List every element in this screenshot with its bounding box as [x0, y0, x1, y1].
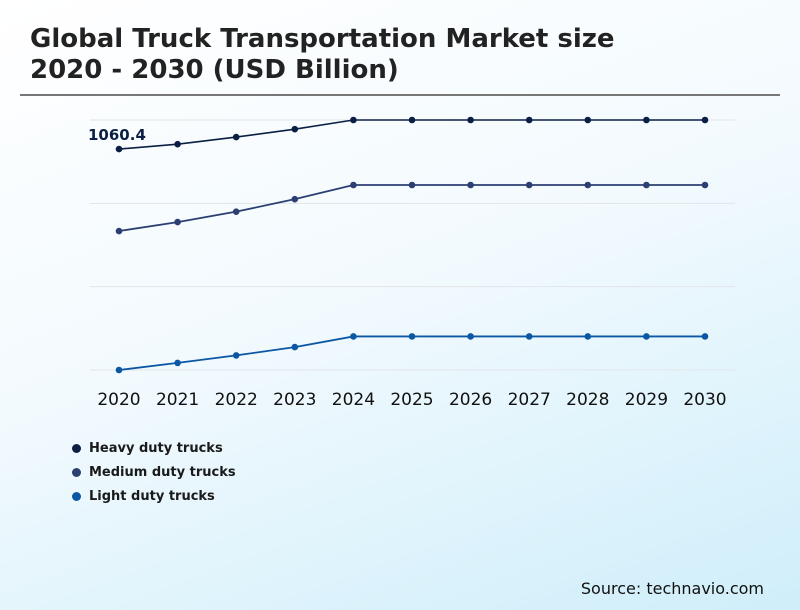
data-point	[584, 116, 592, 124]
data-point	[408, 181, 416, 189]
data-point	[701, 181, 709, 189]
data-point	[291, 343, 299, 351]
data-point	[408, 116, 416, 124]
x-tick-label: 2024	[332, 390, 375, 410]
legend-label: Medium duty trucks	[89, 464, 236, 480]
legend-label: Heavy duty trucks	[89, 440, 223, 456]
chart-title: Global Truck Transportation Market size 2…	[30, 24, 615, 86]
source-label: Source: technavio.com	[580, 579, 764, 598]
data-point	[115, 366, 123, 374]
data-point	[232, 133, 240, 141]
data-point	[584, 181, 592, 189]
data-point	[291, 195, 299, 203]
data-point	[701, 116, 709, 124]
data-point	[232, 208, 240, 215]
data-point	[525, 181, 533, 189]
series-line	[118, 335, 705, 371]
data-point	[291, 125, 299, 133]
title-line-2: 2020 - 2030 (USD Billion)	[30, 55, 399, 85]
x-tick-label: 2026	[449, 390, 492, 410]
data-point	[115, 227, 123, 235]
x-tick-label: 2023	[273, 390, 316, 410]
series-line	[118, 184, 705, 232]
data-point	[174, 218, 181, 226]
data-point	[467, 333, 474, 340]
x-tick-label: 2029	[625, 390, 668, 410]
data-point	[584, 333, 592, 340]
x-tick-label: 2020	[97, 390, 140, 410]
legend-label: Light duty trucks	[89, 488, 215, 504]
legend: Heavy duty trucks Medium duty trucks Light…	[72, 436, 236, 508]
legend-marker-icon	[72, 467, 81, 477]
x-tick-label: 2025	[390, 390, 433, 410]
data-point	[350, 181, 357, 189]
x-tick-label: 2027	[508, 390, 551, 410]
legend-item: Medium duty trucks	[72, 460, 236, 484]
data-point	[525, 333, 533, 340]
data-point	[408, 333, 416, 340]
legend-item: Heavy duty trucks	[72, 436, 236, 460]
series-line	[118, 119, 705, 150]
data-point	[350, 333, 357, 340]
title-line-1: Global Truck Transportation Market size	[30, 24, 615, 54]
legend-marker-icon	[72, 491, 81, 501]
legend-item: Light duty trucks	[72, 484, 236, 508]
x-tick-label: 2021	[156, 390, 199, 410]
data-label: 1060.4	[88, 126, 146, 144]
title-divider	[20, 94, 780, 96]
data-point	[467, 181, 474, 189]
data-point	[643, 116, 650, 124]
data-point	[701, 333, 709, 340]
data-point	[467, 116, 474, 124]
data-point	[643, 333, 650, 340]
data-point	[174, 359, 181, 367]
data-point	[174, 140, 181, 148]
data-point	[232, 352, 240, 359]
x-tick-label: 2022	[215, 390, 258, 410]
x-tick-label: 2030	[683, 390, 726, 410]
legend-marker-icon	[72, 443, 81, 453]
x-tick-label: 2028	[566, 390, 609, 410]
data-point	[525, 116, 533, 124]
data-point	[115, 145, 123, 153]
data-point	[350, 116, 357, 124]
data-point	[643, 181, 650, 189]
